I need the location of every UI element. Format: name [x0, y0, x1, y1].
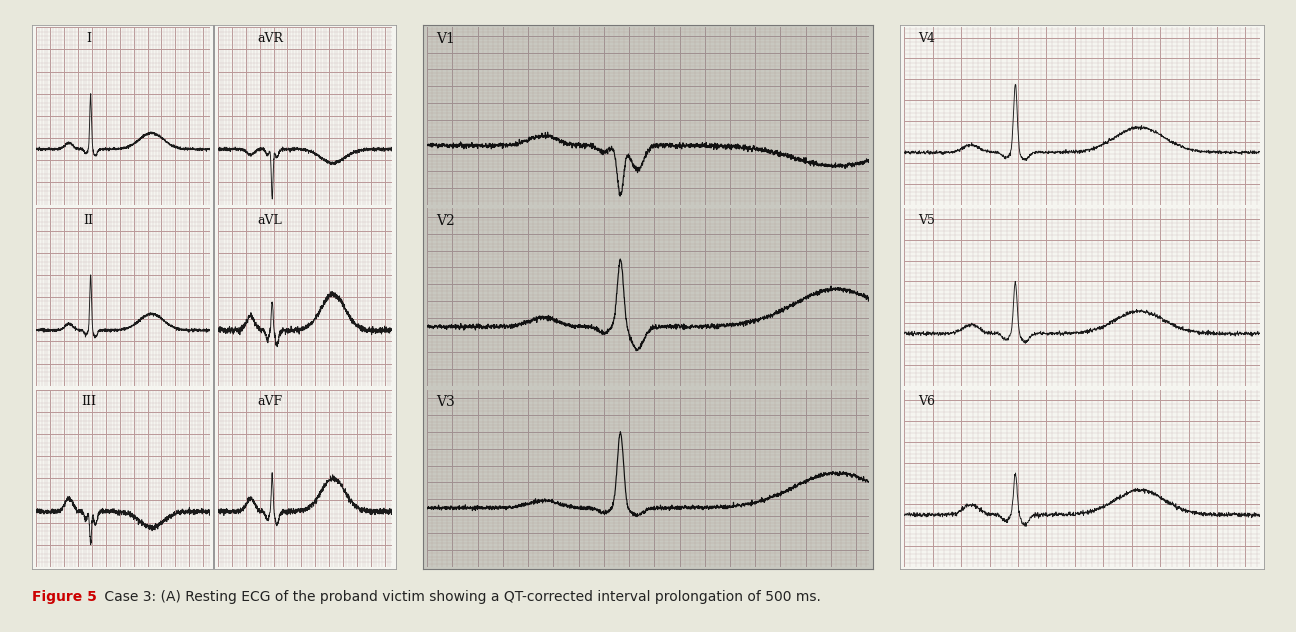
Text: V1: V1 [435, 32, 455, 47]
Text: II: II [83, 214, 93, 227]
Text: V5: V5 [919, 214, 936, 227]
Text: III: III [80, 395, 96, 408]
Text: aVF: aVF [258, 395, 283, 408]
Text: aVR: aVR [257, 32, 283, 46]
Text: V6: V6 [919, 395, 936, 408]
Text: V4: V4 [919, 32, 936, 46]
Text: V3: V3 [435, 395, 455, 409]
Text: V2: V2 [435, 214, 455, 228]
Text: I: I [86, 32, 91, 46]
Text: Figure 5: Figure 5 [32, 590, 97, 604]
Text: aVL: aVL [258, 214, 283, 227]
Text: Case 3: (A) Resting ECG of the proband victim showing a QT-corrected interval pr: Case 3: (A) Resting ECG of the proband v… [100, 590, 820, 604]
